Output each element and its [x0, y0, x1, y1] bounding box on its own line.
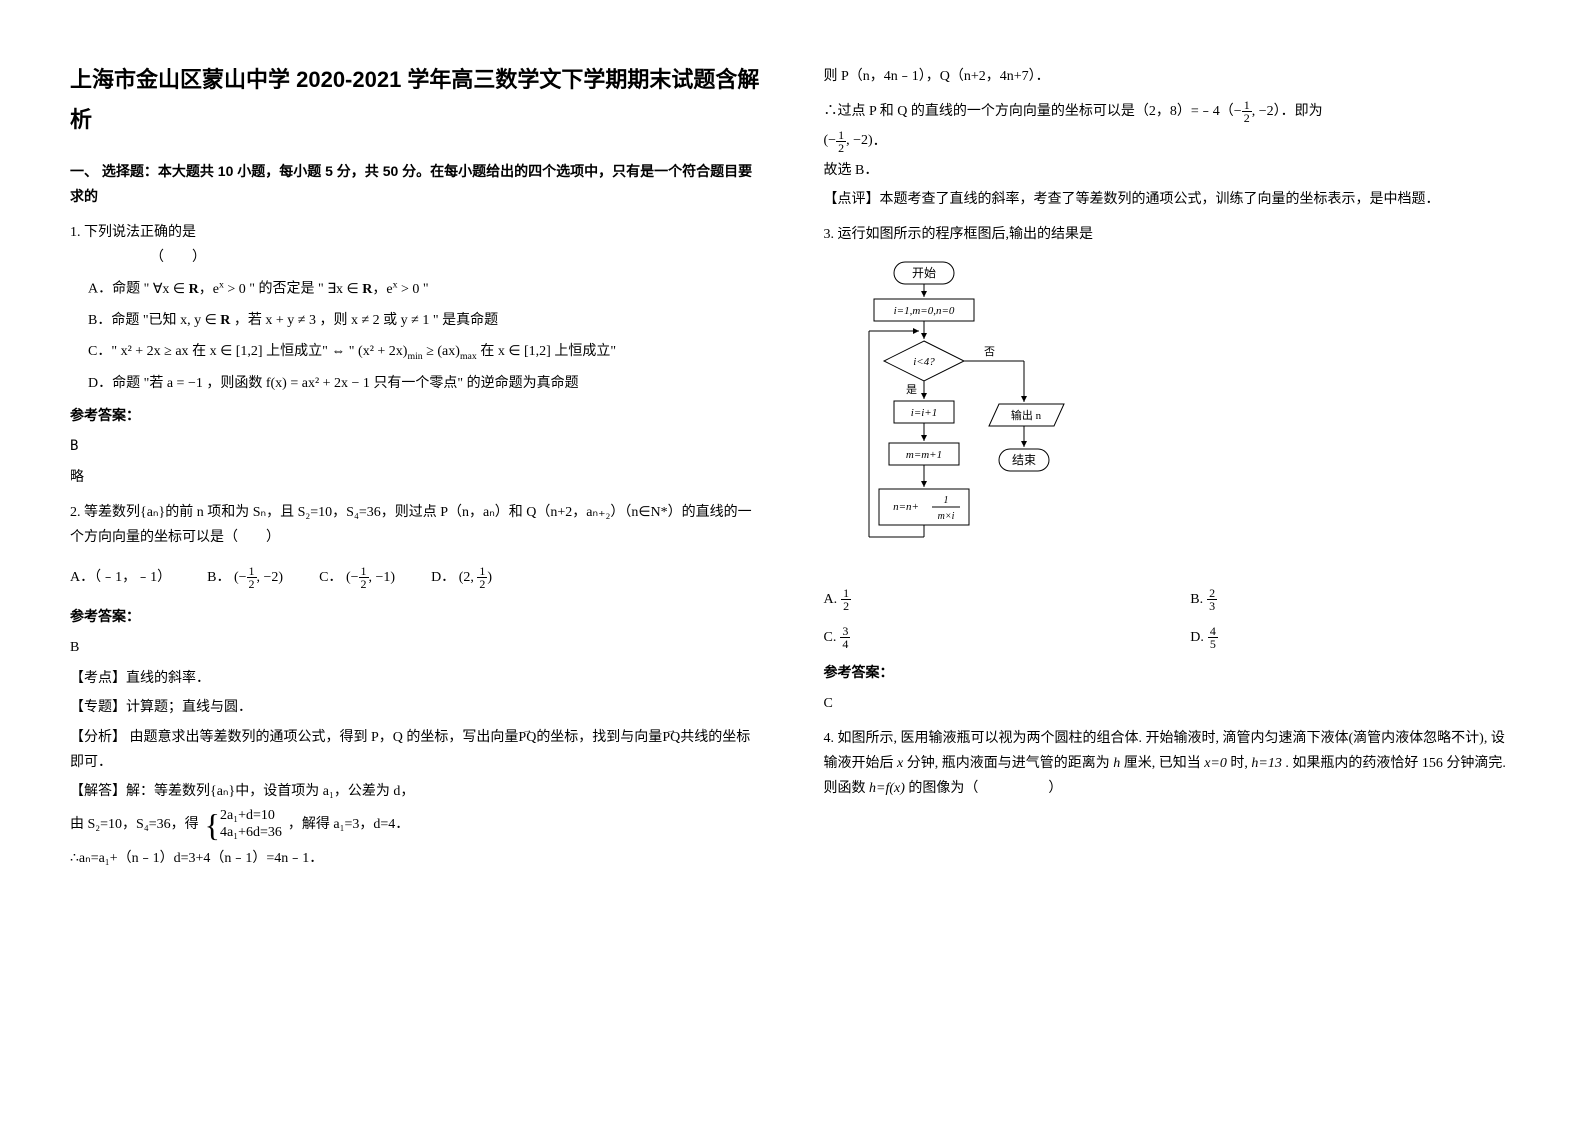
q2-choices: A．（﹣1，﹣1） B． (−12, −2) C． (−12, −1) D． (… [70, 565, 764, 590]
q1-answer-label: 参考答案： [70, 403, 764, 428]
question-3: 3. 运行如图所示的程序框图后,输出的结果是 开始 i=1,m=0,n=0 [824, 222, 1518, 716]
q2-zhuanti: 【专题】计算题；直线与圆． [70, 695, 764, 720]
r-dianping: 【点评】本题考查了直线的斜率，考查了等差数列的通项公式，训练了向量的坐标表示，是… [824, 187, 1518, 212]
q2-jieda2: 由 S₂=10，S₄=36，得 { 2a₁+d=104a₁+6d=36 ，解得 … [70, 808, 764, 842]
q3-flowchart: 开始 i=1,m=0,n=0 i<4? 否 是 i=i+1 [864, 257, 1518, 577]
q1-choice-a: A．命题 " ∀x ∈ R，ex > 0 " 的否定是 " ∃x ∈ R，ex … [88, 276, 764, 302]
r-line3: (−12, −2) ． [824, 128, 1518, 153]
q3-stem: 3. 运行如图所示的程序框图后,输出的结果是 [824, 222, 1518, 247]
question-4: 4. 如图所示, 医用输液瓶可以视为两个圆柱的组合体. 开始输液时, 滴管内匀速… [824, 726, 1518, 802]
q3-choices: A. 12 B. 23 C. 34 D. 45 [824, 587, 1518, 649]
q2-choice-a: A．（﹣1，﹣1） [70, 565, 171, 590]
left-column: 上海市金山区蒙山中学 2020-2021 学年高三数学文下学期期末试题含解析 一… [40, 60, 794, 1062]
q3-choice-b: B. 23 [1190, 587, 1517, 612]
question-2: 2. 等差数列{aₙ}的前 n 项和为 Sₙ，且 S₂=10，S₄=36，则过点… [70, 500, 764, 871]
q2-choice-c: C． (−12, −1) [319, 565, 395, 590]
q2-jieda: 【解答】解：等差数列{aₙ}中，设首项为 a₁，公差为 d， [70, 779, 764, 804]
q2-kaodian: 【考点】直线的斜率． [70, 666, 764, 691]
question-1: 1. 下列说法正确的是 （ ） A．命题 " ∀x ∈ R，ex > 0 " 的… [70, 220, 764, 491]
q1-choice-c: C．" x² + 2x ≥ ax 在 x ∈ [1,2] 上恒成立" ⇔ " (… [88, 339, 764, 365]
q2-stem: 2. 等差数列{aₙ}的前 n 项和为 Sₙ，且 S₂=10，S₄=36，则过点… [70, 500, 764, 550]
svg-text:否: 否 [984, 346, 995, 358]
svg-text:m×i: m×i [937, 511, 954, 522]
q1-choice-b: B．命题 "已知 x, y ∈ R ，若 x + y ≠ 3 ，则 x ≠ 2 … [88, 308, 764, 333]
q2-choice-b: B． (−12, −2) [207, 565, 283, 590]
q1-paren: （ ） [150, 245, 764, 270]
svg-text:i=1,m=0,n=0: i=1,m=0,n=0 [893, 305, 954, 317]
q2-choice-d: D． (2, 12) [431, 565, 492, 590]
r-line2: ∴过点 P 和 Q 的直线的一个方向向量的坐标可以是（2，8）=﹣4（ −12,… [824, 99, 1518, 124]
svg-text:i=i+1: i=i+1 [910, 407, 936, 419]
q2-jieda3: ∴aₙ=a₁+（n﹣1）d=3+4（n﹣1）=4n﹣1． [70, 846, 764, 871]
r-line1: 则 P（n，4n﹣1），Q（n+2，4n+7）． [824, 64, 1518, 89]
r-conclusion: 故选 B． [824, 158, 1518, 183]
svg-text:n=n+: n=n+ [893, 501, 919, 513]
doc-title: 上海市金山区蒙山中学 2020-2021 学年高三数学文下学期期末试题含解析 [70, 60, 764, 139]
q3-choice-c: C. 34 [824, 625, 1151, 650]
svg-text:结束: 结束 [1011, 453, 1035, 467]
q2-answer: B [70, 635, 764, 660]
q2-fenxi: 【分析】 由题意求出等差数列的通项公式，得到 P，Q 的坐标，写出向量→PQ的坐… [70, 725, 764, 775]
right-column: 则 P（n，4n﹣1），Q（n+2，4n+7）． ∴过点 P 和 Q 的直线的一… [794, 60, 1548, 1062]
q1-stem: 1. 下列说法正确的是 [70, 220, 764, 245]
q3-choice-d: D. 45 [1190, 625, 1517, 650]
svg-text:是: 是 [906, 383, 917, 396]
q3-answer-label: 参考答案： [824, 660, 1518, 685]
svg-text:开始: 开始 [911, 266, 935, 280]
q3-answer: C [824, 691, 1518, 716]
svg-text:1: 1 [943, 495, 948, 506]
q1-choice-d: D．命题 "若 a = −1 ，则函数 f(x) = ax² + 2x − 1 … [88, 371, 764, 396]
q3-choice-a: A. 12 [824, 587, 1151, 612]
flowchart-svg: 开始 i=1,m=0,n=0 i<4? 否 是 i=i+1 [864, 257, 1104, 577]
svg-text:输出 n: 输出 n [1010, 408, 1041, 422]
q1-note: 略 [70, 465, 764, 490]
q1-answer: B [70, 434, 764, 459]
q2-answer-label: 参考答案： [70, 604, 764, 629]
section1-heading: 一、 选择题：本大题共 10 小题，每小题 5 分，共 50 分。在每小题给出的… [70, 159, 764, 209]
svg-text:m=m+1: m=m+1 [905, 449, 941, 461]
svg-text:i<4?: i<4? [913, 356, 935, 368]
